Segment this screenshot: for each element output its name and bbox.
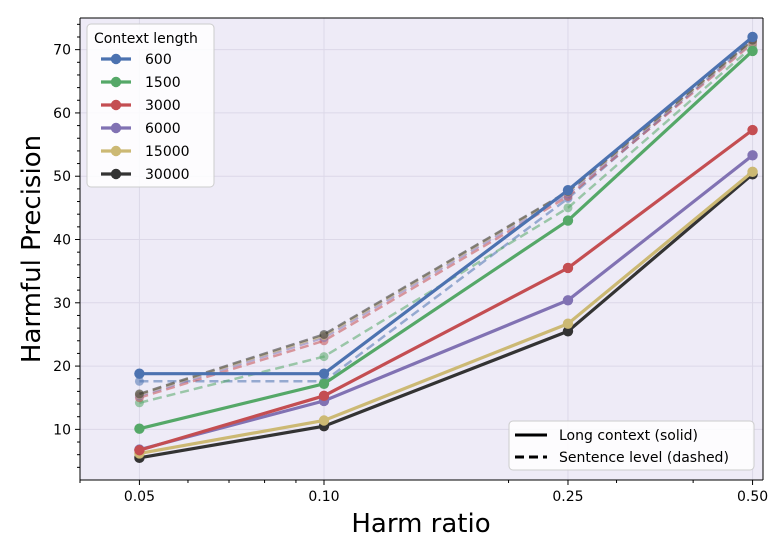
x-tick-label: 0.05 <box>124 489 155 505</box>
series-600-solid-point <box>747 31 758 43</box>
y-tick-label: 40 <box>53 233 71 249</box>
legend-marker-30000 <box>110 168 122 180</box>
series-6000-solid-point <box>747 150 758 161</box>
legend-label-30000: 30000 <box>145 167 190 183</box>
legend-marker-3000 <box>110 99 122 111</box>
legend-marker-15000 <box>110 145 122 157</box>
series-3000-solid-line <box>138 128 754 452</box>
series-30000-dashed-line <box>139 39 754 396</box>
series-3000-dashed-line <box>139 42 754 399</box>
series-6000-solid-line <box>139 154 754 452</box>
series-15000-solid-point <box>747 166 758 177</box>
y-tick-label: 70 <box>53 43 71 59</box>
series-600-solid-point <box>562 184 574 196</box>
x-tick-label: 0.10 <box>308 489 339 505</box>
series-600-solid-point <box>134 368 145 379</box>
y-tick-label: 10 <box>53 422 71 438</box>
solid-series-group <box>134 31 758 464</box>
legend-label-600: 600 <box>145 52 172 68</box>
series-600-dashed-point <box>134 376 144 386</box>
legend: Context length 600 1500 3000 6000 15000 30000 <box>86 23 215 188</box>
series-30000-dashed-point <box>134 389 144 399</box>
series-1500-dashed-point <box>563 203 573 213</box>
series-3000-solid-point <box>747 124 758 136</box>
series-1500-solid-line <box>139 49 754 431</box>
y-tick-label: 30 <box>53 296 71 312</box>
series-30000-solid-point <box>562 326 574 337</box>
legend-marker-1500 <box>110 76 122 88</box>
legend-marker-600 <box>110 53 122 65</box>
legend-marker-6000 <box>110 122 122 134</box>
axes: 10 20 30 40 50 60 70 0.05 0.10 0.25 0.50 <box>53 17 768 505</box>
x-axis-title: Harm ratio <box>351 509 490 539</box>
series-30000-dashed-point <box>319 329 329 339</box>
x-tick-label: 0.50 <box>737 489 768 505</box>
legend-label-3000: 3000 <box>145 98 181 114</box>
series-15000-solid-point <box>318 415 330 426</box>
series-1500-dashed-point <box>319 352 329 362</box>
y-axis-title: Harmful Precision <box>17 135 47 363</box>
series-600-dashed-line <box>139 39 754 383</box>
series-30000-solid-line <box>139 173 754 460</box>
series-3000-solid-point <box>318 390 330 402</box>
y-tick-label: 60 <box>53 106 71 122</box>
legend-label-6000: 6000 <box>145 121 181 137</box>
legend-box <box>86 23 215 188</box>
y-tick-label: 20 <box>53 359 71 375</box>
x-tick-label: 0.25 <box>552 489 583 505</box>
y-tick-label: 50 <box>53 169 71 185</box>
series-1500-solid-point <box>562 215 574 226</box>
series-6000-solid-point <box>562 295 574 306</box>
style-legend-label-dashed: Sentence level (dashed) <box>559 450 729 466</box>
series-3000-solid-point <box>134 445 145 456</box>
series-600-solid-line <box>139 35 754 376</box>
style-legend-box <box>508 420 755 471</box>
legend-title: Context length <box>94 31 198 47</box>
series-3000-solid-point <box>562 262 574 274</box>
legend-label-15000: 15000 <box>145 144 190 160</box>
series-15000-solid-point <box>562 318 574 329</box>
style-legend: Long context (solid) Sentence level (dash… <box>508 420 755 471</box>
series-15000-solid-line <box>139 170 754 455</box>
style-legend-label-solid: Long context (solid) <box>559 428 698 444</box>
series-1500-solid-point <box>318 378 330 390</box>
legend-label-1500: 1500 <box>145 75 181 91</box>
series-1500-solid-point <box>134 423 145 434</box>
series-600-solid-point <box>318 368 330 379</box>
series-1500-solid-point <box>747 45 758 57</box>
